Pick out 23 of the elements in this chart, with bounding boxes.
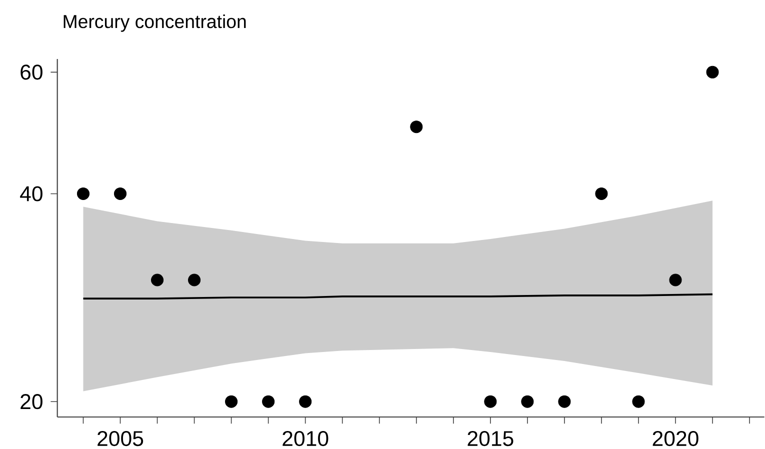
point: [706, 66, 719, 78]
x-tick-label: 2020: [652, 430, 698, 446]
x-tick-label: 2005: [98, 430, 144, 446]
point: [669, 274, 682, 286]
point: [188, 274, 201, 286]
point: [558, 395, 571, 408]
point: [410, 120, 423, 134]
x-tick-label: 2015: [468, 430, 514, 446]
y-tick-label: 60: [20, 64, 42, 80]
point: [521, 395, 534, 408]
point: [76, 187, 90, 200]
point: [595, 187, 608, 200]
y-tick-label: 40: [20, 186, 42, 202]
point: [114, 187, 127, 200]
y-tick-label: 20: [20, 394, 42, 410]
point: [262, 395, 275, 408]
x-tick-label: 2010: [282, 430, 328, 446]
point: [299, 395, 312, 408]
point: [484, 395, 497, 408]
point: [632, 395, 645, 408]
point: [225, 395, 238, 408]
chart-title: Mercury concentration: [64, 14, 246, 32]
point: [151, 274, 164, 286]
